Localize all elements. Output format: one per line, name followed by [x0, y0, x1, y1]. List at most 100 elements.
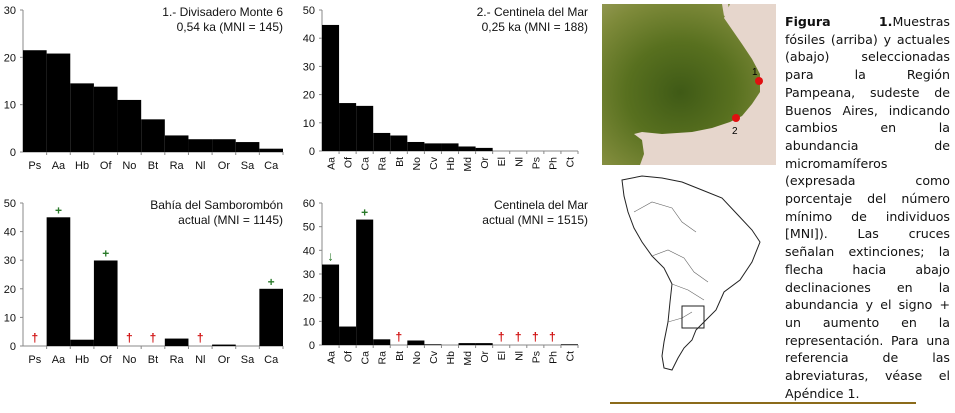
x-tick-label: Or [479, 157, 491, 169]
y-tick-label: 50 [303, 5, 315, 17]
x-tick-label: Cv [428, 350, 440, 364]
x-tick-label: No [122, 354, 136, 366]
x-tick-label: Hb [445, 351, 457, 365]
extinction-cross-marker: † [150, 331, 157, 345]
y-tick-label: 30 [303, 269, 315, 281]
y-tick-label: 0 [309, 146, 315, 158]
bar-of [93, 260, 118, 346]
x-tick-label: Bt [148, 160, 158, 172]
extinction-cross-marker: † [498, 330, 505, 344]
extinction-cross-marker: † [31, 331, 38, 345]
x-tick-label: No [122, 160, 136, 172]
country-borders [633, 201, 709, 323]
x-tick-label: Sa [241, 160, 255, 172]
increase-plus-marker: + [102, 246, 109, 260]
site-marker-1 [755, 77, 763, 85]
y-tick-label: 10 [303, 316, 315, 328]
y-tick-label: 50 [4, 198, 16, 210]
bar-hb [70, 83, 94, 152]
bar-ct [560, 344, 578, 345]
x-tick-label: Bt [148, 354, 158, 366]
y-tick-label: 20 [303, 293, 315, 305]
caption-divider [610, 402, 916, 404]
x-tick-label: El [496, 351, 508, 360]
x-tick-label: Aa [326, 157, 338, 170]
bar-aa [46, 53, 71, 153]
site-label-1: 1 [752, 67, 758, 78]
x-tick-label: Nl [513, 351, 525, 361]
caption-text: Muestras fósiles (arriba) y actuales (ab… [785, 14, 950, 401]
extinction-cross-marker: † [549, 330, 556, 344]
x-tick-label: Ca [360, 157, 372, 171]
y-tick-label: 40 [303, 245, 315, 257]
bar-bt [390, 135, 408, 151]
increase-plus-marker: + [55, 203, 62, 217]
figure-caption: Figura 1.Muestras fósiles (arriba) y act… [785, 13, 950, 402]
bar-ra [164, 135, 189, 152]
x-tick-label: Ph [547, 351, 559, 364]
y-tick-label: 60 [303, 198, 315, 210]
bar-or [212, 139, 236, 152]
y-tick-label: 0 [10, 147, 16, 159]
bar-no [117, 99, 142, 152]
bar-ra [164, 338, 189, 346]
caption-label: Figura 1. [785, 14, 893, 29]
x-tick-label: Ca [360, 351, 372, 365]
bar-no [407, 340, 425, 345]
x-tick-label: Ps [530, 157, 542, 169]
y-tick-label: 30 [303, 61, 315, 73]
x-tick-label: Of [100, 354, 113, 366]
x-tick-label: Hb [75, 354, 89, 366]
chart-title-line: Bahía del Samborombón [150, 198, 283, 212]
x-tick-label: Nl [513, 157, 525, 167]
chart-title-line: Centinela del Mar [494, 198, 588, 212]
bar-charts: 0 10 20 30 Ps Aa Hb Of No Bt Ra Nl Or Sa Ca 1.- Divisad… [4, 5, 588, 366]
bar-sa [235, 142, 260, 152]
bar-aa [322, 264, 340, 345]
x-tick-label: Ps [28, 354, 41, 366]
x-tick-label: Ph [547, 157, 559, 170]
south-america-map [621, 175, 761, 371]
extinction-cross-marker: † [126, 331, 133, 345]
site-marker-2 [732, 114, 740, 122]
site-label-2: 2 [732, 126, 738, 137]
y-tick-label: 10 [303, 118, 315, 130]
x-tick-label: Md [462, 351, 474, 366]
y-tick-label: 0 [309, 340, 315, 352]
bar-of [339, 103, 357, 151]
bar-ca [356, 219, 374, 345]
y-tick-label: 50 [303, 222, 315, 234]
y-tick-label: 20 [4, 52, 16, 64]
x-tick-label: Of [100, 160, 113, 172]
bar-ra [373, 339, 391, 345]
bar-hb [70, 339, 94, 346]
x-tick-label: Ca [264, 160, 279, 172]
x-tick-label: Md [462, 157, 474, 172]
x-tick-label: Ra [377, 157, 389, 171]
chart-title-line: 1.- Divisadero Monte 6 [162, 5, 283, 19]
x-tick-label: Or [218, 160, 231, 172]
bar-md [458, 343, 476, 345]
bar-ps [23, 50, 47, 152]
x-tick-label: Of [343, 351, 355, 362]
x-tick-label: Hb [445, 157, 457, 171]
bar-or [475, 343, 493, 345]
x-tick-label: Aa [52, 160, 66, 172]
decline-arrow-marker: ↓ [327, 249, 334, 264]
x-tick-label: Bt [394, 351, 406, 361]
y-tick-label: 10 [4, 100, 16, 112]
satellite-map-overlay: 1 2 [634, 4, 776, 165]
x-tick-label: No [411, 157, 423, 171]
bar-or [475, 147, 493, 151]
bar-ca [356, 105, 374, 151]
y-tick-label: 30 [4, 5, 16, 17]
x-tick-label: No [411, 351, 423, 365]
x-tick-label: Sa [241, 354, 255, 366]
y-tick-label: 40 [4, 227, 16, 239]
bar-hb [441, 143, 459, 151]
bar-bt [141, 119, 165, 152]
y-tick-label: 40 [303, 33, 315, 45]
x-tick-label: Hb [75, 160, 89, 172]
x-tick-label: Or [479, 351, 491, 363]
increase-plus-marker: + [361, 206, 368, 220]
